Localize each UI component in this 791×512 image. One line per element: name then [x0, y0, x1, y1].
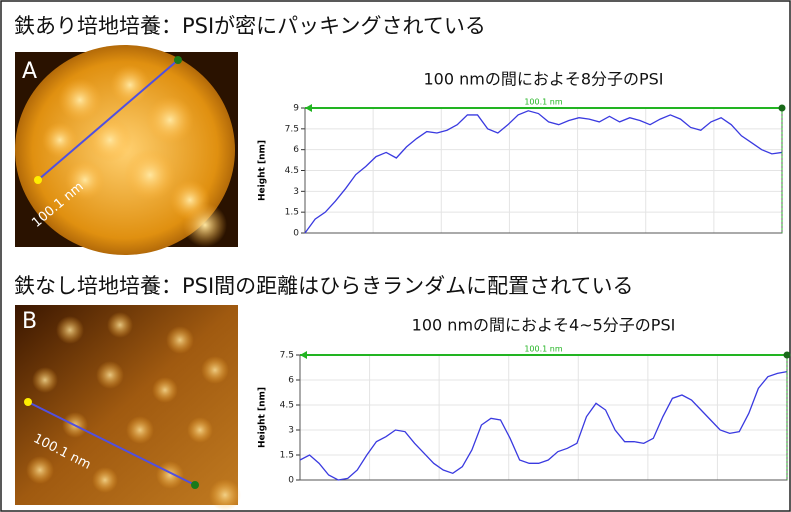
panel-label: B — [22, 309, 37, 334]
afm-image-a — [15, 45, 238, 255]
y-tick-label: 4.5 — [280, 401, 294, 411]
section-heading: 鉄あり培地培養：PSIが密にパッキングされている — [14, 14, 486, 38]
measure-arrow — [300, 351, 307, 359]
y-tick-label: 6 — [293, 145, 299, 155]
y-tick-label: 3 — [288, 426, 294, 436]
measure-label: 100.1 nm — [524, 98, 563, 107]
measure-dot — [779, 105, 786, 112]
y-axis-label: Height [nm] — [258, 387, 268, 448]
figure: 鉄あり培地培養：PSIが密にパッキングされている A 100.1 nm 鉄なし培地培養… — [0, 0, 791, 512]
measure-label: 100.1 nm — [524, 345, 563, 354]
chart-title: 100 nmの間におよそ4~5分子のPSI — [412, 316, 676, 335]
measure-arrow — [305, 104, 312, 112]
afm-image-b — [15, 305, 241, 511]
y-tick-label: 7.5 — [285, 124, 299, 134]
measure-dot — [784, 352, 791, 359]
y-tick-label: 9 — [293, 104, 299, 114]
panel-label: A — [22, 59, 37, 84]
y-tick-label: 1.5 — [280, 451, 294, 461]
y-tick-label: 6 — [288, 376, 294, 386]
y-axis-label: Height [nm] — [258, 140, 268, 201]
profile-line — [300, 372, 787, 480]
y-tick-label: 3 — [293, 187, 299, 197]
y-tick-label: 0 — [293, 229, 299, 239]
chart-title: 100 nmの間におよそ8分子のPSI — [423, 70, 663, 89]
y-tick-label: 1.5 — [285, 208, 299, 218]
section-heading: 鉄なし培地培養：PSI間の距離はひらきランダムに配置されている — [14, 274, 634, 298]
y-tick-label: 4.5 — [285, 166, 299, 176]
y-tick-label: 7.5 — [280, 351, 294, 361]
y-tick-label: 0 — [288, 476, 294, 486]
